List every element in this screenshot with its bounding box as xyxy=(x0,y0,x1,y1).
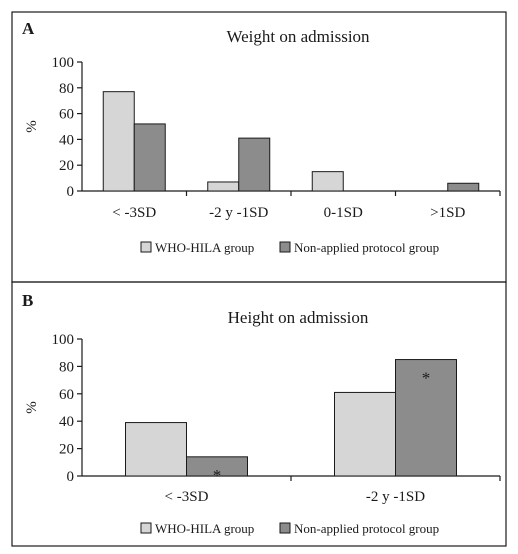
weight-bar-non-applied xyxy=(447,182,480,192)
weight-bar-who-hila xyxy=(311,171,344,192)
weight-y-axis-label: % xyxy=(24,120,40,133)
height-legend-label: Non-applied protocol group xyxy=(294,521,439,536)
weight-x-tick-label: -2 y -1SD xyxy=(209,205,268,221)
panel-b-letter: B xyxy=(22,291,33,310)
panel-a-letter: A xyxy=(22,19,35,38)
height-significance-star: * xyxy=(422,369,431,388)
height-chart: 0 20 40 60 80 100% < -3SD -2 y -1SD * * WHO-HILA g… xyxy=(24,332,501,536)
weight-legend-swatch xyxy=(140,241,152,253)
weight-y-tick-label: 60 xyxy=(59,107,74,123)
height-y-tick-label: 80 xyxy=(59,359,74,375)
weight-y-tick-label: 20 xyxy=(59,158,74,174)
weight-x-tick-label: < -3SD xyxy=(112,205,156,221)
weight-y-tick-label: 40 xyxy=(59,132,74,148)
height-significance-star: * xyxy=(213,466,222,485)
height-bar-non-applied xyxy=(186,456,248,477)
weight-bar-non-applied xyxy=(133,123,166,192)
height-bar-non-applied xyxy=(395,359,457,477)
height-legend-swatch xyxy=(140,522,152,534)
weight-chart: 0 20 40 60 80 100% < -3SD -2 y -1SD 0-1SD >1SD WHO… xyxy=(24,55,501,255)
height-legend-label: WHO-HILA group xyxy=(155,521,254,536)
weight-bar-who-hila xyxy=(207,181,240,192)
weight-bar-non-applied xyxy=(238,137,271,192)
weight-y-tick-label: 0 xyxy=(67,184,75,200)
weight-bar-who-hila xyxy=(102,91,135,192)
height-y-tick-label: 20 xyxy=(59,442,74,458)
height-y-tick-label: 0 xyxy=(67,469,75,485)
height-y-axis-label: % xyxy=(24,401,40,414)
height-legend-swatch xyxy=(279,522,291,534)
height-x-tick-label: -2 y -1SD xyxy=(366,489,425,505)
height-bar-who-hila xyxy=(334,391,396,477)
height-y-tick-label: 100 xyxy=(52,332,75,348)
panel-b-title: Height on admission xyxy=(228,308,369,327)
weight-x-tick-label: >1SD xyxy=(430,205,465,221)
height-bar-who-hila xyxy=(125,422,187,477)
height-x-tick-label: < -3SD xyxy=(165,489,209,505)
weight-y-tick-label: 100 xyxy=(52,55,75,71)
weight-legend-swatch xyxy=(279,241,291,253)
weight-legend-label: WHO-HILA group xyxy=(155,240,254,255)
panel-b-frame xyxy=(11,281,507,547)
weight-x-tick-label: 0-1SD xyxy=(324,205,363,221)
height-y-tick-label: 60 xyxy=(59,387,74,403)
weight-legend-label: Non-applied protocol group xyxy=(294,240,439,255)
height-y-tick-label: 40 xyxy=(59,414,74,430)
panel-a-title: Weight on admission xyxy=(226,27,370,46)
weight-y-tick-label: 80 xyxy=(59,81,74,97)
